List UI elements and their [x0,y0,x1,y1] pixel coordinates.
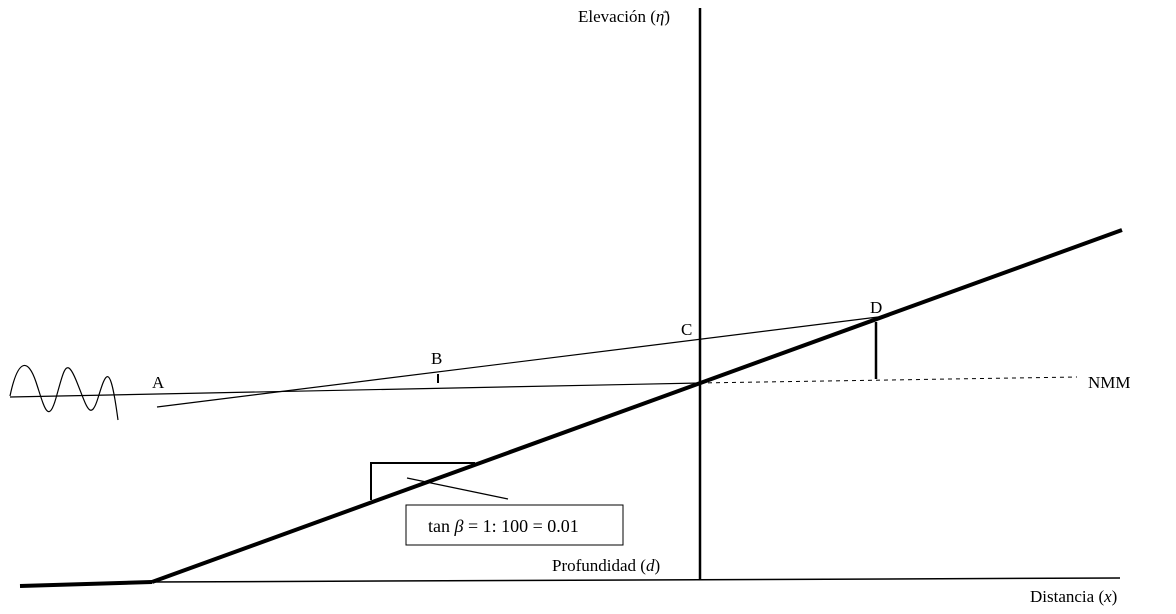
slope-value-label: tan β = 1: 100 = 0.01 [428,516,579,536]
point-a-label: A [152,373,165,392]
point-b-label: B [431,349,442,368]
setup-line [156,316,879,408]
still-water-line [9,382,701,398]
point-c-label: C [681,320,692,339]
slope-indicator [370,462,475,500]
incident-wave-icon [9,364,119,421]
depth-axis-label: Profundidad (d) [552,556,660,575]
slope-leader-line [406,477,509,500]
elevation-axis-label: Elevación (η̄) [578,7,670,26]
flat-seabed [19,580,153,588]
mean-sea-level-label: NMM [1088,373,1131,392]
distance-axis [149,577,1121,583]
distance-axis-label: Distancia (x) [1030,587,1117,606]
point-d-label: D [870,298,882,317]
mean-sea-level-dashed [699,376,1078,384]
sloping-beach [151,228,1123,584]
slope-value-box [405,504,624,546]
